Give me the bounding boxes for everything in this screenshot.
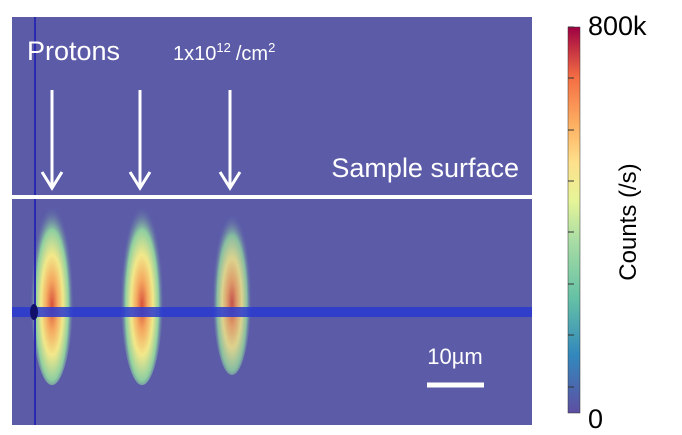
signal-spot: [30, 185, 74, 385]
micrograph: Protons 1x1012/cm2 Sample surface 10µm: [12, 17, 532, 425]
colorbar-gradient: [567, 26, 581, 414]
fluence-label: 1x1012/cm2: [173, 40, 275, 65]
signal-spot: [120, 185, 164, 385]
dark-spot: [30, 304, 38, 320]
colorbar-ticks: [568, 26, 574, 388]
fluence-unit: /cm: [236, 43, 268, 65]
scale-bar-label: 10µm: [427, 344, 482, 369]
fluence-base: 1x10: [173, 43, 216, 65]
fluence-unit-exponent: 2: [268, 40, 275, 55]
dark-band: [12, 307, 532, 317]
colorbar: 800k 0 Counts (/s): [567, 11, 647, 434]
image-background: [12, 17, 532, 425]
beam-label: Protons: [27, 36, 120, 66]
signal-spot: [212, 195, 252, 375]
fluence-exponent: 12: [216, 40, 230, 55]
colorbar-title: Counts (/s): [615, 163, 642, 280]
surface-label: Sample surface: [331, 153, 519, 183]
colorbar-max-label: 800k: [588, 11, 647, 41]
colorbar-min-label: 0: [588, 404, 603, 430]
arrows: [40, 90, 242, 191]
